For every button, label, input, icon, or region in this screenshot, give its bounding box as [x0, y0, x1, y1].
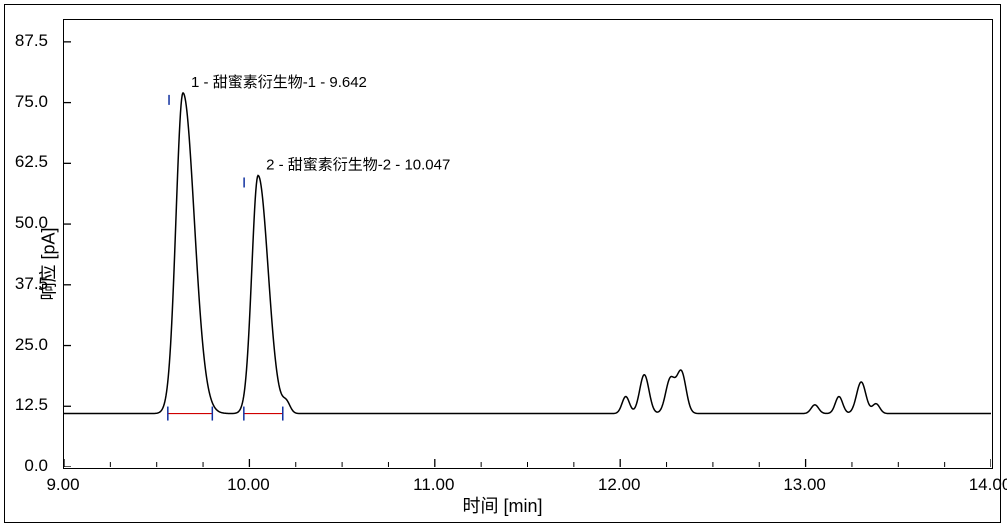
x-tick-label: 12.00 — [598, 475, 641, 495]
chromatogram-trace — [64, 93, 991, 414]
x-axis-title: 时间 [min] — [5, 492, 1000, 518]
peak-label: 2 - 甜蜜素衍生物-2 - 10.047 — [266, 156, 450, 173]
chart-frame: 响应 [pA] 时间 [min] 1 - 甜蜜素衍生物-1 - 9.6422 -… — [4, 4, 1001, 523]
x-tick-label: 9.00 — [46, 475, 79, 495]
x-tick-label: 10.00 — [227, 475, 270, 495]
plot-area: 1 - 甜蜜素衍生物-1 - 9.642 2 - 甜蜜素衍生物-2 - 10.04… — [63, 19, 993, 469]
x-tick-label: 11.00 — [413, 475, 454, 495]
y-tick-label: 0.0 — [0, 456, 48, 476]
y-tick-label: 12.5 — [0, 395, 48, 415]
chromatogram-svg: 1 - 甜蜜素衍生物-1 - 9.642 2 - 甜蜜素衍生物-2 - 10.04… — [64, 20, 991, 467]
x-tick-label: 13.00 — [783, 475, 826, 495]
peak-label: 1 - 甜蜜素衍生物-1 - 9.642 — [191, 74, 367, 91]
x-tick-label: 14.00 — [969, 475, 1007, 495]
y-tick-label: 75.0 — [0, 92, 48, 112]
y-tick-label: 25.0 — [0, 335, 48, 355]
y-tick-label: 87.5 — [0, 31, 48, 51]
y-tick-label: 62.5 — [0, 152, 48, 172]
y-tick-label: 37.5 — [0, 274, 48, 294]
y-tick-label: 50.0 — [0, 213, 48, 233]
